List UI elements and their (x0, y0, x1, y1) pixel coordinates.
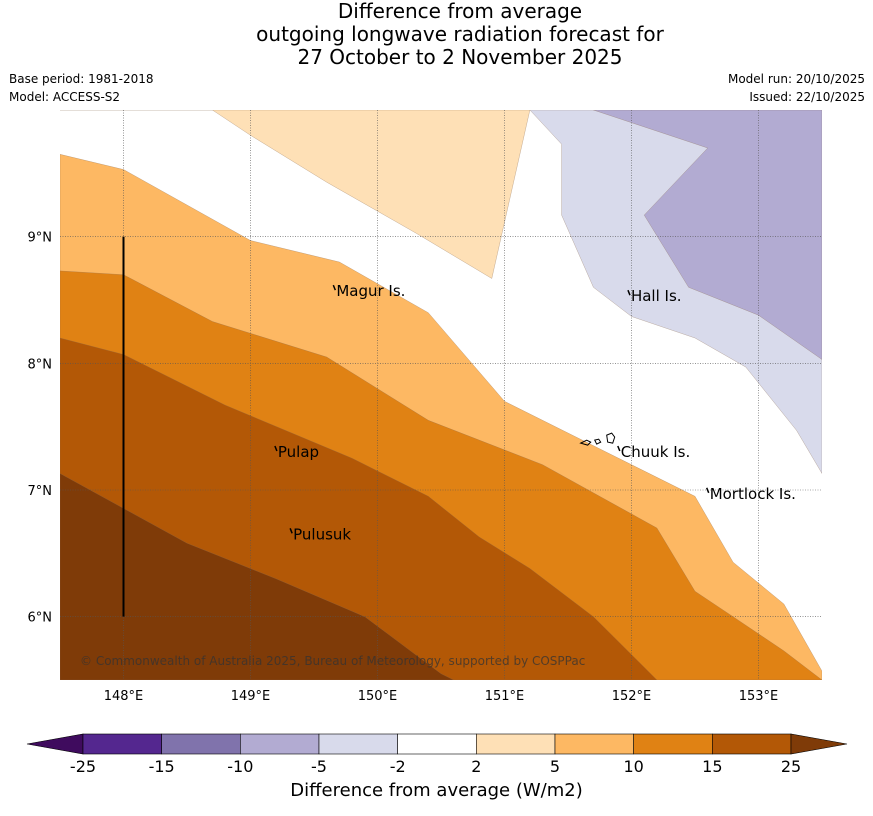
lon-tick-label: 148°E (104, 689, 144, 704)
model-name: Model: ACCESS-S2 (9, 90, 121, 104)
island-mark (617, 445, 621, 452)
colorbar-tick-label: 15 (702, 757, 722, 776)
place-labels: Magur Is. Hall Is. Pulap Chuuk Is. Mortlock … (274, 282, 796, 543)
colorbar-bin (161, 733, 241, 755)
contour-band--10 (593, 110, 822, 360)
colorbar-tick-label: -5 (311, 757, 327, 776)
model-run: Model run: 20/10/2025 (727, 72, 865, 86)
issued-date: Issued: 22/10/2025 (749, 90, 865, 104)
colorbar-bin (318, 733, 398, 755)
contour-band-2 (60, 110, 531, 279)
title-line-1: Difference from average (337, 0, 583, 23)
base-period: Base period: 1981-2018 (9, 72, 154, 86)
lat-tick-label: 9°N (28, 231, 53, 246)
colorbar-bin (240, 733, 320, 755)
coastline-layer (122, 236, 616, 617)
island-mark (706, 487, 710, 494)
colorbar-tick-label: 10 (623, 757, 643, 776)
colorbar-tick-label: -25 (70, 757, 96, 776)
colorbar-bin (476, 733, 556, 755)
colorbar-tick-label: 25 (781, 757, 801, 776)
chart-title: Difference from average outgoing longwav… (0, 0, 873, 69)
place-label: Mortlock Is. (710, 485, 796, 503)
contour-band-25 (60, 473, 454, 680)
title-line-3: 27 October to 2 November 2025 (297, 45, 623, 69)
meta-left: Base period: 1981-2018 Model: ACCESS-S2 (9, 70, 154, 106)
place-label: Pulap (278, 443, 319, 461)
colorbar-tick-label: 5 (550, 757, 560, 776)
meta-right: Model run: 20/10/2025 Issued: 22/10/2025 (728, 70, 865, 106)
lon-tick-label: 150°E (358, 689, 398, 704)
place-label: Pulusuk (293, 525, 351, 543)
colorbar-bin (554, 733, 634, 755)
colorbar-tick-label: -15 (149, 757, 175, 776)
axis-labels: 148°E 149°E 150°E 151°E 152°E 153°E 6°N 7°N 8°N 9… (28, 231, 779, 704)
copyright-text: © Commonwealth of Australia 2025, Bureau… (80, 654, 585, 668)
colorbar-extend-low (26, 733, 84, 755)
lon-tick-label: 149°E (231, 689, 271, 704)
lon-tick-label: 151°E (485, 689, 525, 704)
island-mark (274, 445, 278, 452)
place-label: Chuuk Is. (621, 443, 690, 461)
colorbar-bin (397, 733, 477, 755)
lon-tick-label: 153°E (739, 689, 779, 704)
colorbar-bin (712, 733, 792, 755)
colorbar-tick-label: -10 (227, 757, 253, 776)
colorbar-bin (633, 733, 713, 755)
colorbar-extend-high (790, 733, 848, 755)
colorbar: -25 -15 -10 -5 -2 2 5 10 15 25 (26, 733, 848, 776)
legend-title: Difference from average (W/m2) (290, 780, 583, 801)
lat-tick-label: 7°N (28, 484, 53, 499)
lat-tick-label: 8°N (28, 357, 53, 372)
place-label: Magur Is. (336, 282, 405, 300)
title-line-2: outgoing longwave radiation forecast for (256, 22, 664, 46)
lat-tick-label: 6°N (28, 611, 53, 626)
island-mark (332, 284, 337, 291)
place-label: Hall Is. (631, 287, 682, 305)
chuuk-lagoon-islands (579, 432, 616, 446)
colorbar-tick-label: -2 (390, 757, 406, 776)
colorbar-bin (82, 733, 162, 755)
island-mark (627, 289, 631, 296)
colorbar-tick-label: 2 (471, 757, 481, 776)
contour-layer (60, 110, 822, 680)
island-mark (289, 528, 293, 534)
lon-tick-label: 152°E (612, 689, 652, 704)
